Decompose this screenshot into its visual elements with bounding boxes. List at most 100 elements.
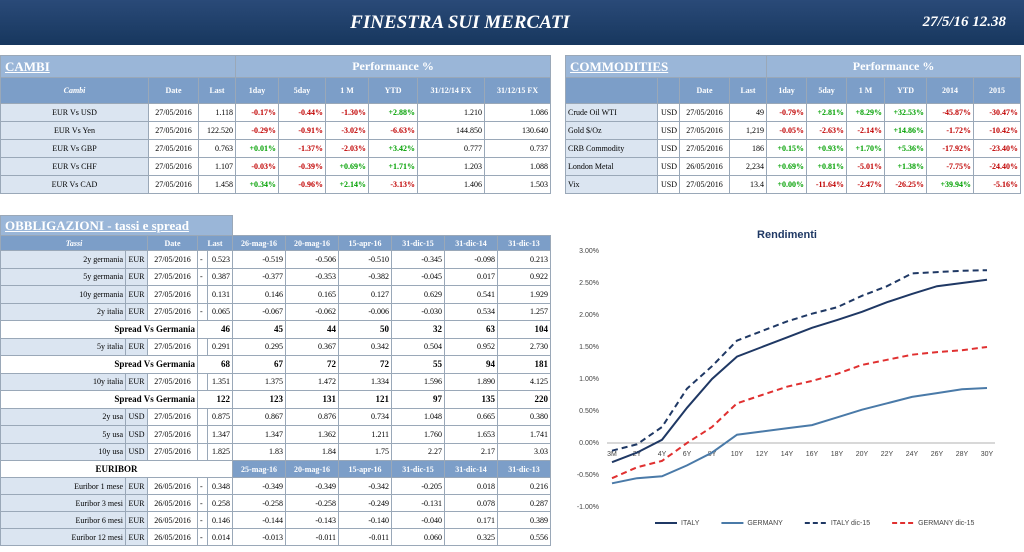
y-tick-label: 1.00% (579, 376, 599, 383)
cell: CRB Commodity (565, 139, 658, 158)
cell: 0.665 (444, 407, 499, 426)
cell: -0.510 (338, 250, 393, 269)
cell: 26/05/2016 (147, 528, 198, 546)
cell: EUR (125, 477, 148, 495)
cell: -0.140 (338, 511, 393, 529)
cell: +1.70% (846, 139, 886, 158)
cell: 5y usa (0, 425, 126, 444)
cell: +0.69% (766, 157, 808, 176)
cell: +5.36% (884, 139, 928, 158)
spread-value: 135 (444, 390, 499, 409)
y-tick-label: 3.00% (579, 248, 599, 255)
table-row: EUR Vs CHF 27/05/2016 1.107 -0.03% -0.39% +0.… (0, 157, 552, 176)
cell: EUR (125, 528, 148, 546)
cell: 1.351 (206, 372, 234, 391)
x-tick-label: 18Y (831, 451, 844, 458)
cell: -0.067 (232, 302, 287, 321)
series-line (611, 278, 988, 464)
cell: 3.03 (497, 442, 552, 461)
cell: -0.349 (232, 477, 287, 495)
cell: 27/05/2016 (147, 302, 198, 321)
cell: USD (125, 425, 148, 444)
cell: USD (657, 157, 680, 176)
cell: 0.287 (497, 494, 552, 512)
cell: 1.75 (338, 442, 393, 461)
cell: +0.15% (766, 139, 808, 158)
table-row: Euribor 3 mesi EUR 26/05/2016-0.258 -0.258-… (0, 494, 552, 512)
y-tick-label: 0.50% (579, 408, 599, 415)
cell: 27/05/2016 (148, 157, 199, 176)
column-header: 5day (806, 77, 848, 104)
cell: -2.63% (806, 121, 848, 140)
cell: 49 (728, 103, 768, 122)
cell: EUR (125, 337, 148, 356)
spread-value: 63 (444, 320, 499, 339)
cell: -24.40% (973, 157, 1022, 176)
x-tick-label: 22Y (881, 451, 894, 458)
cell: 2y germania (0, 250, 126, 269)
cell (232, 215, 551, 236)
cell: -0.506 (285, 250, 340, 269)
cell: 1.211 (338, 425, 393, 444)
cell: 1.334 (338, 372, 393, 391)
cell: 2y italia (0, 302, 126, 321)
cell: 27/05/2016 (148, 121, 199, 140)
cell: 1.107 (197, 157, 237, 176)
cell: 27/05/2016 (148, 103, 199, 122)
spread-value: 122 (196, 390, 234, 409)
cell: 0.291 (206, 337, 234, 356)
y-tick-label: 2.50% (579, 280, 599, 287)
table-row: Vix USD 27/05/2016 13.4 +0.00% -11.64% -2.47% -… (565, 175, 1022, 194)
column-header: Date (148, 77, 199, 104)
cell: 4.125 (497, 372, 552, 391)
table-row: Date Last 1day 5day 1 M YTD 2014 2015 (565, 77, 1022, 104)
column-header: 2015 (973, 77, 1022, 104)
cell: Euribor 1 mese (0, 477, 126, 495)
column-header: 1day (766, 77, 808, 104)
cell: -0.006 (338, 302, 393, 321)
spread-label: Spread Vs Germania (0, 320, 198, 339)
cell: 1.375 (232, 372, 287, 391)
spread-value: 123 (232, 390, 287, 409)
cell: 0.389 (497, 511, 552, 529)
table-row: Euribor 1 mese EUR 26/05/2016-0.348 -0.349-… (0, 477, 552, 495)
cell: 26/05/2016 (147, 477, 198, 495)
cell: 1.741 (497, 425, 552, 444)
cell: -1.72% (926, 121, 975, 140)
cell: +3.42% (368, 139, 419, 158)
table-row: CRB Commodity USD 27/05/2016 186 +0.15% +0.93… (565, 139, 1022, 158)
table-row: 10y italia EUR 27/05/2016 1.351 1.375 1.472 1.… (0, 372, 552, 391)
cell: 0.629 (391, 285, 446, 304)
cell: 5y italia (0, 337, 126, 356)
cell: 1.503 (484, 175, 552, 194)
cell: +1.71% (368, 157, 419, 176)
chart-title: Rendimenti (757, 229, 817, 241)
cell: 0.504 (391, 337, 446, 356)
cell: 0.556 (497, 528, 552, 546)
table-row: Spread Vs Germania 46 45 44 50 32 63 104 (0, 320, 552, 339)
cell: -23.40% (973, 139, 1022, 158)
group-header: Performance % (235, 55, 552, 78)
column-header: 31/12/14 FX (417, 77, 486, 104)
table-row: 10y germania EUR 27/05/2016 0.131 0.146 0.165… (0, 285, 552, 304)
spread-value: 55 (391, 355, 446, 374)
cell: - (197, 250, 208, 269)
spread-value: 45 (232, 320, 287, 339)
section-title: CAMBI (0, 55, 237, 78)
cell: 0.213 (497, 250, 552, 269)
cell: +0.34% (235, 175, 280, 194)
cell: 26/05/2016 (679, 157, 730, 176)
cell: USD (657, 121, 680, 140)
cell: +1.38% (884, 157, 928, 176)
cell: 27/05/2016 (147, 425, 198, 444)
cell: 2,234 (728, 157, 768, 176)
x-tick-label: 3M (607, 451, 617, 458)
section-title: COMMODITIES (564, 55, 768, 78)
cell: 0.018 (444, 477, 499, 495)
table-row: 2y germania EUR 27/05/2016-0.523 -0.519 -0.5… (0, 250, 552, 269)
cell: -0.258 (232, 494, 287, 512)
cell: London Metal (565, 157, 658, 176)
cell: EUR Vs Yen (0, 121, 149, 140)
cell: 0.367 (285, 337, 340, 356)
cell: 1,219 (728, 121, 768, 140)
